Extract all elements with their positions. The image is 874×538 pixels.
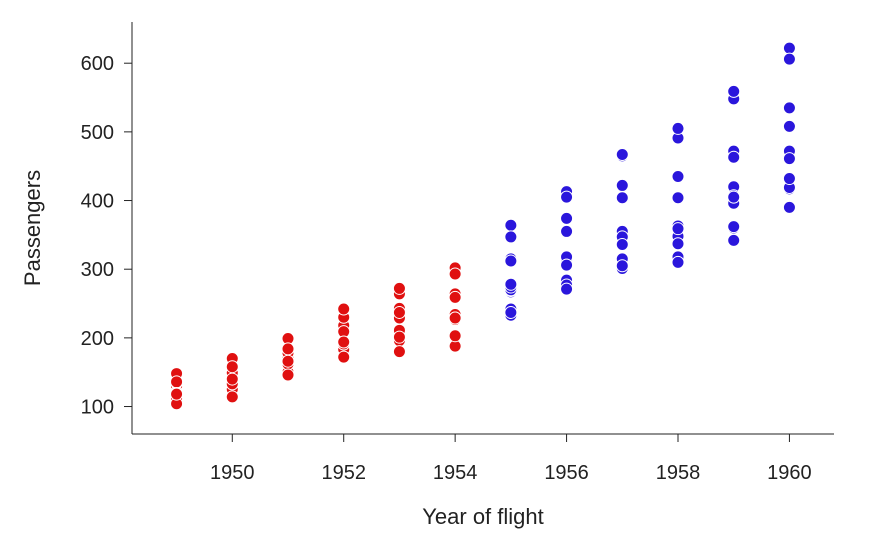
data-point	[281, 354, 295, 368]
data-point	[727, 233, 741, 247]
data-point	[504, 277, 518, 291]
data-point	[337, 302, 351, 316]
data-point	[615, 178, 629, 192]
data-point	[671, 170, 685, 183]
data-point	[782, 119, 796, 133]
data-point	[782, 41, 796, 55]
data-point	[504, 305, 518, 319]
data-point	[392, 281, 406, 295]
y-ticks: 100 200 300 400 500 600	[81, 53, 132, 419]
data-point	[560, 224, 574, 238]
y-tick-label: 300	[81, 259, 114, 281]
x-axis-title: Year of flight	[422, 504, 544, 529]
data-point	[671, 222, 685, 236]
data-point	[782, 52, 796, 66]
x-tick-label: 1960	[767, 462, 812, 484]
axes	[131, 22, 834, 435]
data-point	[727, 150, 741, 164]
data-point	[727, 220, 741, 234]
data-point	[170, 375, 184, 389]
data-point	[615, 237, 629, 251]
y-tick-label: 400	[81, 191, 114, 213]
y-tick-label: 100	[81, 397, 114, 419]
data-point	[560, 282, 574, 296]
data-point	[727, 84, 741, 98]
data-point	[281, 342, 295, 356]
data-point	[782, 172, 796, 186]
data-point	[504, 254, 518, 268]
data-point	[392, 345, 406, 359]
y-tick-label: 600	[81, 53, 114, 75]
data-point	[337, 335, 351, 349]
y-axis-title: Passengers	[20, 170, 45, 286]
x-tick-label: 1956	[544, 462, 589, 484]
data-point	[671, 237, 685, 251]
data-point	[448, 329, 462, 343]
data-point	[170, 387, 184, 401]
data-point	[782, 200, 796, 214]
data-point	[225, 390, 239, 404]
x-tick-label: 1952	[321, 462, 366, 484]
y-tick-label: 200	[81, 328, 114, 350]
data-point	[392, 330, 406, 344]
x-tick-label: 1950	[210, 462, 255, 484]
data-point	[225, 372, 239, 386]
y-tick-label: 500	[81, 122, 114, 144]
data-point	[615, 191, 629, 205]
data-point	[225, 360, 239, 374]
data-point	[671, 121, 685, 135]
x-tick-label: 1958	[656, 462, 701, 484]
x-ticks: 1950 1952 1954 1956 1958 1960	[210, 434, 812, 484]
data-point	[560, 211, 574, 225]
data-point	[560, 258, 574, 272]
data-points	[170, 41, 796, 411]
data-point	[504, 218, 518, 232]
data-point	[671, 191, 685, 205]
data-point	[281, 368, 295, 382]
data-point	[727, 190, 741, 204]
data-point	[782, 101, 796, 115]
data-point	[448, 311, 462, 325]
data-point	[671, 255, 685, 269]
data-point	[782, 152, 796, 166]
x-tick-label: 1954	[433, 462, 478, 484]
data-point	[615, 259, 629, 273]
data-point	[560, 190, 574, 204]
data-point	[392, 305, 406, 319]
data-point	[615, 148, 629, 162]
data-point	[504, 230, 518, 244]
data-point	[448, 267, 462, 281]
data-point	[337, 350, 351, 364]
data-point	[448, 290, 462, 304]
